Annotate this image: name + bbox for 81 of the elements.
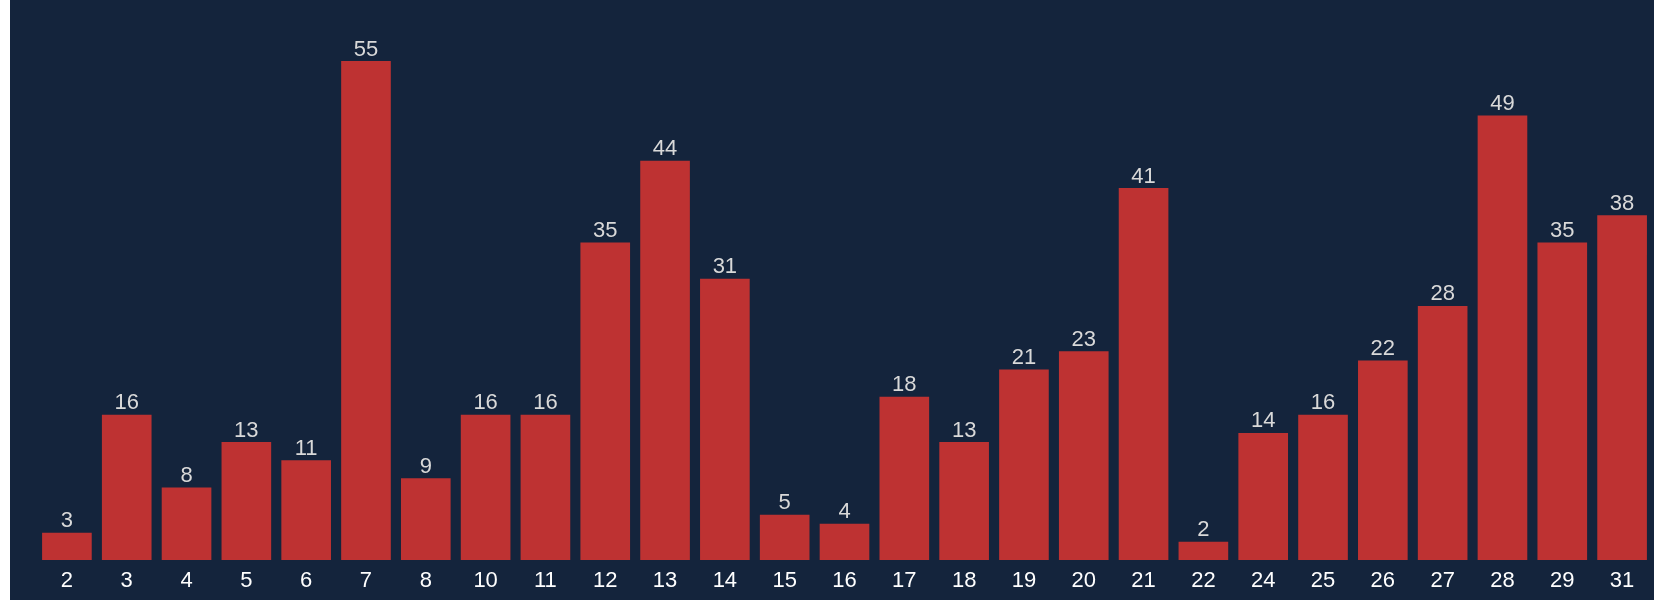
x-tick-label: 15 bbox=[772, 566, 797, 592]
data-label: 35 bbox=[593, 216, 618, 242]
data-label: 38 bbox=[1609, 189, 1635, 215]
bar bbox=[1058, 351, 1109, 560]
data-label: 16 bbox=[1310, 389, 1336, 415]
x-tick-label: 18 bbox=[951, 566, 977, 592]
bar bbox=[759, 514, 810, 560]
x-tick-label: 5 bbox=[240, 566, 253, 592]
bar bbox=[161, 487, 212, 560]
x-tick-label: 3 bbox=[120, 566, 133, 592]
data-label: 4 bbox=[838, 498, 851, 524]
bar bbox=[1537, 242, 1588, 560]
x-tick-label: 7 bbox=[359, 566, 373, 592]
x-tick-label: 20 bbox=[1071, 566, 1096, 592]
bar bbox=[341, 61, 391, 560]
data-label: 18 bbox=[892, 371, 917, 397]
data-label: 31 bbox=[712, 253, 738, 279]
data-label: 2 bbox=[1197, 516, 1210, 542]
data-label: 5 bbox=[778, 489, 791, 515]
bar bbox=[819, 523, 870, 560]
data-label: 9 bbox=[419, 452, 432, 478]
data-label: 28 bbox=[1430, 280, 1455, 306]
bar bbox=[640, 160, 690, 560]
bar bbox=[939, 442, 989, 560]
bar bbox=[1477, 115, 1528, 560]
bar bbox=[281, 460, 331, 560]
data-label: 14 bbox=[1250, 407, 1276, 433]
bar bbox=[1298, 414, 1348, 560]
x-tick-label: 31 bbox=[1609, 566, 1635, 592]
bar bbox=[1118, 188, 1169, 560]
bar bbox=[1597, 215, 1647, 560]
data-label: 22 bbox=[1370, 334, 1396, 360]
data-label: 41 bbox=[1131, 162, 1156, 188]
x-tick-label: 19 bbox=[1011, 566, 1037, 592]
bar bbox=[580, 242, 631, 560]
x-tick-label: 11 bbox=[534, 566, 557, 592]
bar bbox=[101, 414, 152, 560]
data-label: 23 bbox=[1071, 325, 1096, 351]
x-tick-label: 13 bbox=[652, 566, 678, 592]
bar bbox=[700, 278, 750, 560]
bar bbox=[221, 442, 272, 560]
bar bbox=[42, 532, 92, 560]
bar bbox=[1417, 305, 1468, 560]
x-tick-label: 2 bbox=[60, 566, 74, 592]
x-tick-label: 4 bbox=[180, 566, 193, 592]
x-tick-label: 27 bbox=[1430, 566, 1455, 592]
data-label: 44 bbox=[652, 135, 678, 161]
data-label: 35 bbox=[1550, 216, 1575, 242]
data-label: 49 bbox=[1490, 89, 1515, 115]
x-tick-label: 12 bbox=[593, 566, 618, 592]
bar bbox=[1238, 432, 1289, 560]
x-tick-label: 26 bbox=[1370, 566, 1396, 592]
data-label: 13 bbox=[951, 416, 977, 442]
data-label: 21 bbox=[1011, 343, 1037, 369]
x-tick-label: 29 bbox=[1550, 566, 1575, 592]
bar bbox=[400, 478, 451, 560]
data-label: 3 bbox=[60, 507, 74, 533]
x-tick-label: 28 bbox=[1490, 566, 1515, 592]
data-label: 55 bbox=[353, 35, 379, 61]
data-label: 11 bbox=[294, 434, 318, 460]
bar bbox=[460, 414, 511, 560]
x-tick-label: 24 bbox=[1250, 566, 1276, 592]
data-label: 16 bbox=[533, 389, 558, 415]
bar bbox=[1358, 360, 1408, 560]
bar bbox=[999, 369, 1049, 560]
bar bbox=[1178, 541, 1229, 560]
bar bbox=[520, 414, 571, 560]
x-tick-label: 10 bbox=[473, 566, 498, 592]
x-tick-label: 6 bbox=[300, 566, 313, 592]
data-label: 8 bbox=[180, 461, 193, 487]
data-label: 16 bbox=[114, 389, 139, 415]
x-tick-label: 17 bbox=[892, 566, 917, 592]
x-tick-label: 21 bbox=[1131, 566, 1156, 592]
x-tick-label: 14 bbox=[712, 566, 738, 592]
data-label: 13 bbox=[234, 416, 259, 442]
data-label: 16 bbox=[473, 389, 498, 415]
x-tick-label: 16 bbox=[832, 566, 857, 592]
bar bbox=[879, 396, 930, 560]
x-tick-label: 22 bbox=[1191, 566, 1216, 592]
x-tick-label: 8 bbox=[419, 566, 432, 592]
x-tick-label: 25 bbox=[1310, 566, 1336, 592]
